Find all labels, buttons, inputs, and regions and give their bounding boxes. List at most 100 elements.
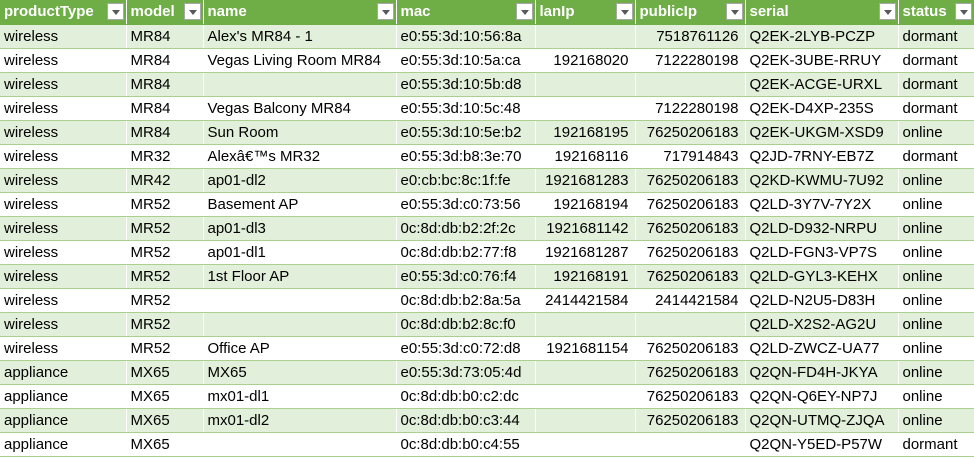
- cell-lanIp[interactable]: [535, 24, 636, 49]
- cell-name[interactable]: ap01-dl2: [203, 168, 397, 193]
- cell-name[interactable]: ap01-dl3: [203, 216, 397, 241]
- cell-name[interactable]: [203, 72, 397, 97]
- cell-mac[interactable]: e0:55:3d:10:5c:48: [396, 96, 536, 121]
- cell-lanIp[interactable]: [535, 408, 636, 433]
- cell-serial[interactable]: Q2LD-3Y7V-7Y2X: [745, 192, 899, 217]
- cell-productType[interactable]: wireless: [0, 24, 127, 49]
- table-row[interactable]: wireless MR52 0c:8d:db:b2:8a:5a 2414421584 2…: [0, 288, 974, 313]
- cell-mac[interactable]: e0:55:3d:c0:73:56: [396, 192, 536, 217]
- cell-lanIp[interactable]: 192168116: [535, 144, 636, 169]
- table-row[interactable]: wireless MR52 ap01-dl1 0c:8d:db:b2:77:f8 192…: [0, 240, 974, 265]
- cell-publicIp[interactable]: [635, 432, 746, 457]
- cell-productType[interactable]: appliance: [0, 432, 127, 457]
- cell-model[interactable]: MR52: [126, 288, 204, 313]
- column-header-name[interactable]: name: [203, 0, 397, 25]
- cell-status[interactable]: online: [898, 240, 974, 265]
- cell-productType[interactable]: wireless: [0, 120, 127, 145]
- cell-productType[interactable]: wireless: [0, 264, 127, 289]
- cell-publicIp[interactable]: 7122280198: [635, 48, 746, 73]
- table-row[interactable]: appliance MX65 0c:8d:db:b0:c4:55 Q2QN-Y5ED-…: [0, 432, 974, 457]
- filter-dropdown-icon[interactable]: [376, 3, 394, 20]
- cell-model[interactable]: MX65: [126, 408, 204, 433]
- cell-serial[interactable]: Q2EK-3UBE-RRUY: [745, 48, 899, 73]
- cell-serial[interactable]: Q2QN-Y5ED-P57W: [745, 432, 899, 457]
- cell-mac[interactable]: e0:55:3d:73:05:4d: [396, 360, 536, 385]
- cell-productType[interactable]: wireless: [0, 168, 127, 193]
- filter-dropdown-icon[interactable]: [954, 3, 972, 20]
- column-header-serial[interactable]: serial: [745, 0, 899, 25]
- cell-publicIp[interactable]: 76250206183: [635, 168, 746, 193]
- table-row[interactable]: wireless MR42 ap01-dl2 e0:cb:bc:8c:1f:fe 192…: [0, 168, 974, 193]
- cell-serial[interactable]: Q2LD-ZWCZ-UA77: [745, 336, 899, 361]
- cell-productType[interactable]: appliance: [0, 408, 127, 433]
- cell-lanIp[interactable]: [535, 96, 636, 121]
- table-row[interactable]: wireless MR84 Vegas Living Room MR84 e0:55:…: [0, 48, 974, 73]
- cell-name[interactable]: Basement AP: [203, 192, 397, 217]
- cell-status[interactable]: dormant: [898, 24, 974, 49]
- cell-serial[interactable]: Q2KD-KWMU-7U92: [745, 168, 899, 193]
- cell-model[interactable]: MR52: [126, 264, 204, 289]
- cell-lanIp[interactable]: 1921681142: [535, 216, 636, 241]
- cell-publicIp[interactable]: 76250206183: [635, 120, 746, 145]
- cell-serial[interactable]: Q2EK-2LYB-PCZP: [745, 24, 899, 49]
- column-header-publicIp[interactable]: publicIp: [635, 0, 746, 25]
- table-row[interactable]: wireless MR84 Sun Room e0:55:3d:10:5e:b2 192…: [0, 120, 974, 145]
- cell-lanIp[interactable]: [535, 312, 636, 337]
- cell-serial[interactable]: Q2EK-UKGM-XSD9: [745, 120, 899, 145]
- cell-publicIp[interactable]: 7518761126: [635, 24, 746, 49]
- cell-lanIp[interactable]: [535, 384, 636, 409]
- cell-serial[interactable]: Q2EK-ACGE-URXL: [745, 72, 899, 97]
- cell-name[interactable]: Vegas Balcony MR84: [203, 96, 397, 121]
- cell-productType[interactable]: wireless: [0, 72, 127, 97]
- filter-dropdown-icon[interactable]: [106, 3, 124, 20]
- cell-status[interactable]: online: [898, 408, 974, 433]
- column-header-status[interactable]: status: [898, 0, 974, 25]
- cell-name[interactable]: 1st Floor AP: [203, 264, 397, 289]
- cell-productType[interactable]: wireless: [0, 240, 127, 265]
- cell-productType[interactable]: appliance: [0, 360, 127, 385]
- cell-publicIp[interactable]: 7122280198: [635, 96, 746, 121]
- cell-status[interactable]: online: [898, 384, 974, 409]
- cell-model[interactable]: MR84: [126, 72, 204, 97]
- cell-mac[interactable]: e0:cb:bc:8c:1f:fe: [396, 168, 536, 193]
- cell-publicIp[interactable]: 717914843: [635, 144, 746, 169]
- cell-serial[interactable]: Q2LD-FGN3-VP7S: [745, 240, 899, 265]
- cell-status[interactable]: online: [898, 360, 974, 385]
- table-row[interactable]: wireless MR32 Alexâ€™s MR32 e0:55:3d:b8:3e:…: [0, 144, 974, 169]
- cell-publicIp[interactable]: [635, 312, 746, 337]
- cell-serial[interactable]: Q2LD-GYL3-KEHX: [745, 264, 899, 289]
- cell-model[interactable]: MX65: [126, 432, 204, 457]
- cell-name[interactable]: Alexâ€™s MR32: [203, 144, 397, 169]
- cell-mac[interactable]: 0c:8d:db:b0:c2:dc: [396, 384, 536, 409]
- cell-status[interactable]: dormant: [898, 96, 974, 121]
- column-header-model[interactable]: model: [126, 0, 204, 25]
- filter-dropdown-icon[interactable]: [878, 3, 896, 20]
- cell-name[interactable]: Office AP: [203, 336, 397, 361]
- cell-status[interactable]: dormant: [898, 72, 974, 97]
- table-row[interactable]: appliance MX65 mx01-dl2 0c:8d:db:b0:c3:44 76…: [0, 408, 974, 433]
- cell-publicIp[interactable]: 76250206183: [635, 336, 746, 361]
- filter-dropdown-icon[interactable]: [183, 3, 201, 20]
- cell-mac[interactable]: 0c:8d:db:b2:8c:f0: [396, 312, 536, 337]
- cell-name[interactable]: Sun Room: [203, 120, 397, 145]
- cell-mac[interactable]: e0:55:3d:c0:76:f4: [396, 264, 536, 289]
- cell-mac[interactable]: 0c:8d:db:b0:c4:55: [396, 432, 536, 457]
- table-row[interactable]: wireless MR52 1st Floor AP e0:55:3d:c0:76:f…: [0, 264, 974, 289]
- cell-model[interactable]: MR52: [126, 336, 204, 361]
- cell-productType[interactable]: wireless: [0, 312, 127, 337]
- cell-status[interactable]: online: [898, 168, 974, 193]
- cell-mac[interactable]: e0:55:3d:10:56:8a: [396, 24, 536, 49]
- cell-lanIp[interactable]: [535, 360, 636, 385]
- cell-model[interactable]: MR84: [126, 120, 204, 145]
- cell-status[interactable]: online: [898, 312, 974, 337]
- cell-name[interactable]: [203, 288, 397, 313]
- cell-serial[interactable]: Q2QN-Q6EY-NP7J: [745, 384, 899, 409]
- cell-mac[interactable]: 0c:8d:db:b0:c3:44: [396, 408, 536, 433]
- cell-mac[interactable]: 0c:8d:db:b2:77:f8: [396, 240, 536, 265]
- table-row[interactable]: wireless MR52 Office AP e0:55:3d:c0:72:d8 19…: [0, 336, 974, 361]
- cell-lanIp[interactable]: [535, 72, 636, 97]
- cell-serial[interactable]: Q2LD-D932-NRPU: [745, 216, 899, 241]
- cell-publicIp[interactable]: 76250206183: [635, 240, 746, 265]
- cell-serial[interactable]: Q2LD-N2U5-D83H: [745, 288, 899, 313]
- filter-dropdown-icon[interactable]: [615, 3, 633, 20]
